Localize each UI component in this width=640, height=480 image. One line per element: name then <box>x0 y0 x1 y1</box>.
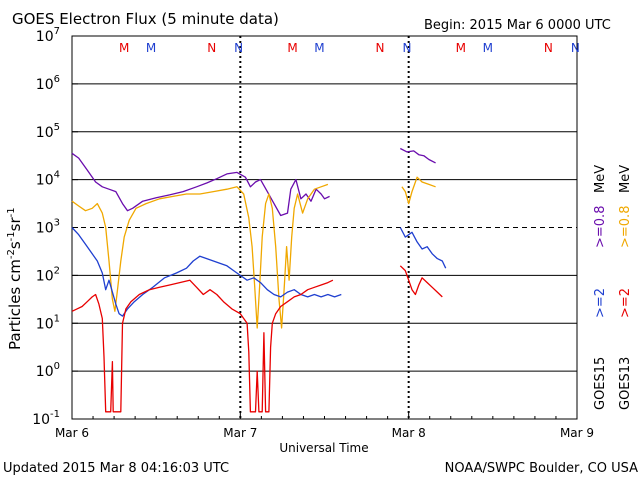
y-tick-base: 10 <box>36 316 54 332</box>
legend-goes15-blue: >=2 <box>593 288 608 318</box>
y-tick-label: 105 <box>36 122 60 141</box>
right-legend: GOES15 GOES13 >=2 >=2 >=0.8 >=0.8 MeV Me… <box>593 165 633 410</box>
orbit-marker-n: N <box>376 41 385 55</box>
y-tick-label: 107 <box>36 26 60 45</box>
x-tick-labels: Mar 6 Mar 7 Mar 8 Mar 9 <box>55 413 594 440</box>
series-line <box>71 227 342 317</box>
y-tick-base: 10 <box>36 268 54 284</box>
y-tick-exp: 2 <box>54 265 60 276</box>
y-tick-base: 10 <box>36 173 54 189</box>
x-tick-label: Mar 8 <box>392 426 426 440</box>
x-tick-label: Mar 7 <box>223 426 257 440</box>
y-tick-label: 100 <box>36 361 60 380</box>
y-axis-label-sup1: -2 <box>6 249 17 259</box>
credit-text: NOAA/SWPC Boulder, CO USA <box>445 461 638 476</box>
legend-thr-orange: >=0.8 <box>618 206 633 248</box>
y-tick-exp: 5 <box>54 122 60 133</box>
y-axis-label: Particles cm-2s-1sr-1 <box>6 207 24 350</box>
orbit-marker-m: M <box>146 41 156 55</box>
x-axis-label: Universal Time <box>279 441 368 455</box>
y-tick-exp: 7 <box>54 26 60 37</box>
day-boundaries <box>239 36 410 419</box>
y-tick-base: 10 <box>36 364 54 380</box>
legend-goes15-sat: GOES15 <box>593 357 608 410</box>
orbit-marker-n: N <box>571 41 580 55</box>
orbit-marker-m: M <box>287 41 297 55</box>
y-tick-exp: -1 <box>50 409 60 420</box>
y-tick-exp: 6 <box>54 74 60 85</box>
orbit-marker-n: N <box>544 41 553 55</box>
legend-thr-blue: >=2 <box>593 288 608 318</box>
legend-thr-purple: >=0.8 <box>593 206 608 248</box>
y-axis-label-mid2: sr <box>6 217 24 232</box>
orbit-marker-n: N <box>402 41 411 55</box>
legend-goes13-orange: >=0.8 <box>618 206 633 248</box>
series-line <box>400 147 436 164</box>
series-line <box>399 227 447 269</box>
updated-timestamp: Updated 2015 Mar 8 04:16:03 UTC <box>3 461 229 476</box>
series-line <box>71 279 334 413</box>
y-tick-exp: 3 <box>54 218 60 229</box>
orbit-marker-m: M <box>456 41 466 55</box>
orbit-marker-m: M <box>483 41 493 55</box>
legend-goes13: GOES13 <box>618 357 633 410</box>
y-tick-label: 104 <box>36 170 60 189</box>
y-tick-exp: 4 <box>54 170 60 181</box>
orbit-marker-m: M <box>314 41 324 55</box>
legend-unit-1: MeV <box>593 165 608 193</box>
y-axis-label-sup3: -1 <box>6 207 17 217</box>
y-tick-base: 10 <box>36 221 54 237</box>
y-tick-label: 106 <box>36 74 60 93</box>
series-line <box>399 265 443 298</box>
y-tick-label: 103 <box>36 218 60 237</box>
series-line <box>401 176 436 205</box>
legend-unit-2: MeV <box>618 165 633 193</box>
y-axis-label-mid1: s <box>6 241 24 249</box>
y-tick-exp: 0 <box>54 361 60 372</box>
y-tick-label: 10-1 <box>32 409 60 428</box>
y-tick-label: 101 <box>36 313 60 332</box>
begin-timestamp: Begin: 2015 Mar 6 0000 UTC <box>424 18 611 33</box>
orbit-marker-n: N <box>234 41 243 55</box>
legend-goes13-red: >=2 <box>618 288 633 318</box>
y-tick-base: 10 <box>36 29 54 45</box>
legend-thr-red: >=2 <box>618 288 633 318</box>
y-tick-label: 102 <box>36 265 60 284</box>
x-tick-label: Mar 9 <box>560 426 594 440</box>
x-tick-label: Mar 6 <box>55 426 89 440</box>
orbit-marker-n: N <box>207 41 216 55</box>
legend-goes13-sat: GOES13 <box>618 357 633 410</box>
legend-goes15-purple: >=0.8 <box>593 206 608 248</box>
y-tick-base: 10 <box>32 412 50 428</box>
series-line <box>71 152 330 217</box>
y-tick-exp: 1 <box>54 313 60 324</box>
y-gridlines <box>72 35 577 420</box>
chart-title: GOES Electron Flux (5 minute data) <box>12 10 279 28</box>
y-axis-label-sup2: -1 <box>6 231 17 241</box>
y-axis-label-main: Particles cm <box>6 259 24 350</box>
y-tick-base: 10 <box>36 125 54 141</box>
y-tick-base: 10 <box>36 77 54 93</box>
legend-goes15: GOES15 <box>593 357 608 410</box>
flux-series <box>71 147 447 413</box>
orbit-marker-m: M <box>119 41 129 55</box>
